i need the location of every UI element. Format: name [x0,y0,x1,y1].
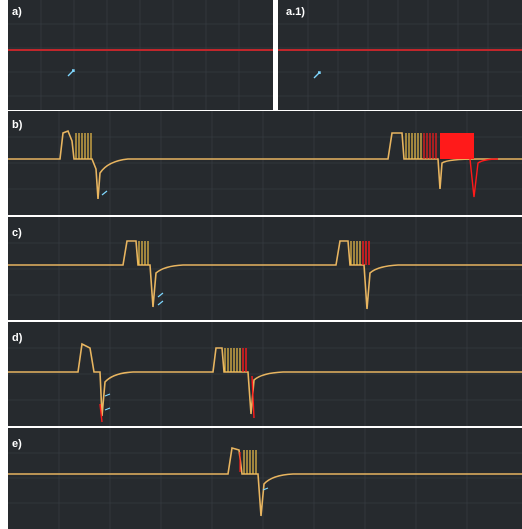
stimulus-burst [75,133,422,159]
panel-b-plot [8,111,522,215]
stimulus-burst [224,348,241,372]
panel-b: b) [8,111,522,215]
panel-e-label: e) [12,438,22,450]
high-frequency-burst [99,348,255,423]
high-frequency-block [440,133,474,159]
trace [8,446,522,517]
panel-c-plot [8,217,522,320]
arrow-marker-icon [313,71,321,79]
arrow-marker-icon [262,487,269,491]
panel-a: a) [8,0,273,110]
panel-c-label: c) [12,227,22,239]
panel-e-plot [8,428,522,529]
grid [8,428,522,529]
panel-d-label: d) [12,332,23,344]
high-frequency-burst [362,241,370,265]
arrow-marker-icon [67,69,75,77]
panel-a1-plot [278,0,522,110]
arrow-marker-icon [157,292,164,306]
panel-b-label: b) [12,119,23,131]
grid [8,322,522,426]
arrow-marker-icon [104,393,111,411]
trace [8,129,522,200]
panel-a1: a.1) [278,0,522,110]
high-frequency-burst [423,133,437,159]
stimulus-burst [138,241,361,265]
trace [8,240,522,310]
grid [8,111,522,215]
grid [8,217,522,320]
grid [278,0,522,110]
arrow-marker-icon [101,190,108,196]
panel-d-plot [8,322,522,426]
red-deflection [469,158,499,198]
trace [8,342,522,417]
panel-a-plot [8,0,273,110]
panel-e: e) [8,428,522,529]
panel-a-label: a) [12,6,22,18]
panel-d: d) [8,322,522,426]
panel-c: c) [8,217,522,320]
stimulus-burst [243,450,257,474]
grid [8,0,273,110]
panel-a1-label: a.1) [286,6,305,18]
